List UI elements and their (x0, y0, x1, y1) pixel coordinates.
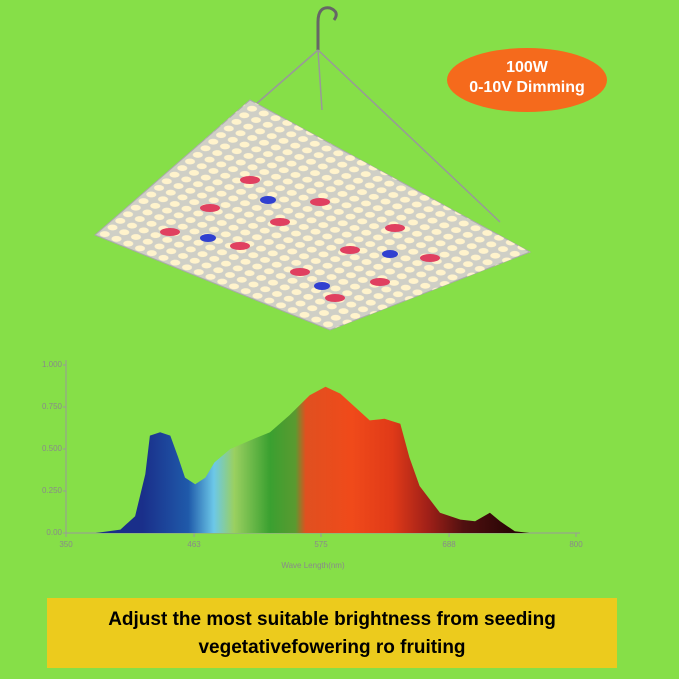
y-tick-label: 0.00 (46, 528, 62, 537)
spectrum-chart: Wave Length(nm) 0.00 0.250 0.500 0.750 1.000… (42, 360, 583, 570)
x-tick-label: 575 (314, 540, 328, 549)
banner-box (47, 598, 617, 668)
y-tick-label: 0.500 (42, 444, 63, 453)
badge: 100W 0-10V Dimming (447, 48, 607, 112)
badge-power: 100W (506, 59, 549, 76)
y-tick-label: 0.750 (42, 402, 63, 411)
y-tick-label: 0.250 (42, 486, 63, 495)
badge-dimming: 0-10V Dimming (469, 79, 585, 96)
x-tick-label: 350 (59, 540, 73, 549)
banner-line: vegetativefowering ro fruiting (198, 637, 465, 658)
x-tick-label: 800 (569, 540, 583, 549)
grow-light (94, 6, 532, 331)
x-tick-label: 688 (442, 540, 456, 549)
spectrum-area (95, 386, 530, 533)
x-tick-label: 463 (187, 540, 201, 549)
banner: Adjust the most suitable brightness from… (47, 598, 617, 668)
x-axis-label: Wave Length(nm) (281, 561, 345, 570)
y-tick-label: 1.000 (42, 360, 63, 369)
banner-line: Adjust the most suitable brightness from… (108, 609, 556, 630)
